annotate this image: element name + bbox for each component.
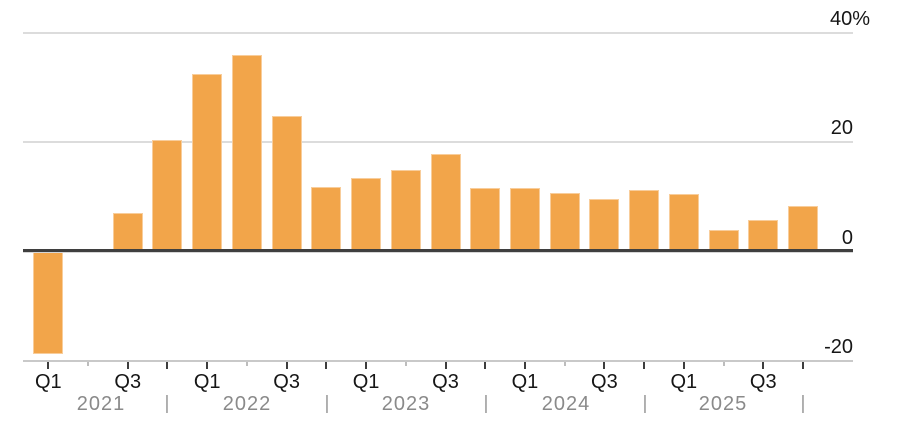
x-tick-q3-2021 [126, 361, 129, 369]
year-separator-4: | [800, 393, 806, 414]
year-separator-1: | [324, 393, 330, 414]
bar-q4-2022 [311, 187, 342, 252]
x-label-q1-2022: Q1 [193, 371, 221, 393]
x-label-q3-2025: Q3 [749, 371, 777, 393]
x-tick-q4-2022 [325, 361, 328, 369]
year-label-2025: 2025 [698, 393, 748, 415]
year-label-2022: 2022 [222, 393, 272, 415]
x-tick-q2-2021 [87, 361, 90, 366]
x-tick-q2-2025 [722, 361, 725, 366]
x-tick-q1-2021 [47, 361, 50, 369]
bar-q4-2025 [787, 206, 818, 252]
x-tick-q2-2024 [563, 361, 566, 366]
x-label-q3-2021: Q3 [114, 371, 142, 393]
x-tick-q4-2021 [166, 361, 169, 369]
bar-q2-2023 [390, 170, 421, 252]
bar-q4-2021 [152, 140, 183, 252]
bar-q1-2024 [509, 188, 540, 252]
x-tick-q1-2023 [365, 361, 368, 369]
year-separator-3: | [642, 393, 648, 414]
y-axis-label-0: 0 [841, 226, 853, 249]
year-separator-0: | [164, 393, 170, 414]
bar-q3-2022 [271, 116, 302, 252]
x-tick-q2-2023 [404, 361, 407, 366]
bar-q3-2024 [589, 198, 620, 252]
x-label-q3-2024: Q3 [591, 371, 618, 393]
bar-q1-2023 [351, 178, 382, 252]
bar-q4-2023 [470, 188, 501, 252]
x-tick-q4-2024 [643, 361, 646, 369]
year-label-2024: 2024 [541, 393, 591, 415]
x-tick-q2-2022 [245, 361, 248, 366]
bar-q3-2025 [748, 220, 779, 252]
bar-q2-2022 [231, 55, 262, 252]
x-tick-q1-2025 [682, 361, 685, 369]
bar-q2-2024 [549, 193, 580, 252]
x-label-q1-2025: Q1 [670, 371, 698, 393]
x-tick-q3-2023 [444, 361, 447, 369]
y-axis-label-20: 20 [830, 117, 853, 140]
x-tick-q3-2022 [285, 361, 288, 369]
bar-q1-2025 [668, 193, 699, 252]
year-separator-2: | [483, 393, 489, 414]
x-tick-q1-2022 [206, 361, 209, 369]
bar-q1-2021 [33, 251, 64, 355]
x-label-q1-2024: Q1 [511, 371, 539, 393]
x-tick-q4-2023 [484, 361, 487, 369]
x-label-q1-2023: Q1 [352, 371, 380, 393]
x-tick-q3-2024 [603, 361, 606, 369]
bar-q1-2022 [192, 74, 223, 252]
x-label-q3-2022: Q3 [273, 371, 300, 393]
x-tick-q3-2025 [762, 361, 765, 369]
gridline-40 [23, 32, 853, 35]
bar-q4-2024 [629, 190, 660, 252]
x-label-q1-2021: Q1 [34, 371, 62, 393]
x-label-q3-2023: Q3 [432, 371, 459, 393]
x-tick-q1-2024 [523, 361, 526, 369]
bar-q3-2021 [112, 213, 143, 252]
gridline--20 [23, 359, 853, 362]
year-label-2023: 2023 [381, 393, 431, 415]
bar-q3-2023 [430, 153, 461, 252]
x-tick-q4-2025 [801, 361, 804, 369]
y-axis-label--20: -20 [824, 335, 853, 358]
bar-q2-2025 [708, 230, 739, 252]
year-label-2021: 2021 [76, 393, 126, 415]
gridline-20 [23, 141, 853, 144]
y-axis-label-40: 40% [829, 8, 870, 31]
zero-line [23, 249, 853, 252]
